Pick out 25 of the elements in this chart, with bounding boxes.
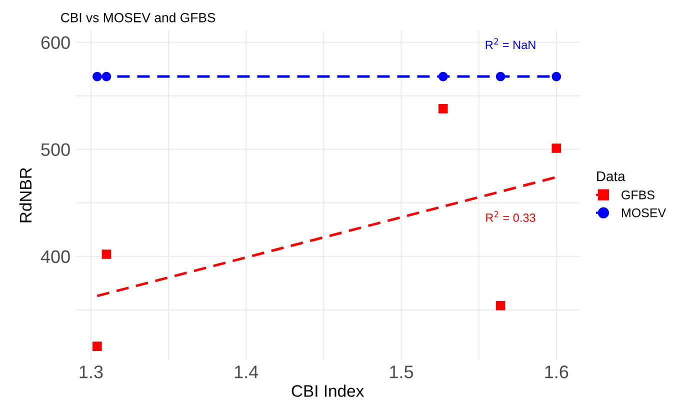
x-axis-title: CBI Index [292, 384, 364, 397]
y-tick-label: 600 [41, 36, 70, 50]
point [92, 342, 102, 351]
point [102, 72, 112, 82]
x-tick-label: 1.3 [80, 366, 103, 378]
chart-title: CBI vs MOSEV and GFBS [61, 12, 216, 22]
annotation: R$^{2}$ = NaN [486, 38, 536, 50]
y-axis-title: RdNBR [19, 168, 32, 222]
y-tick-label: 400 [40, 250, 70, 264]
point [552, 72, 562, 82]
x-tick-label: 1.4 [234, 366, 258, 378]
legend-label: MOSEV [622, 208, 666, 218]
legend-label: GFBS [622, 190, 654, 200]
point [496, 72, 506, 82]
point [438, 104, 448, 114]
x-tick-label: 1.6 [545, 366, 568, 378]
point [438, 72, 448, 82]
annotation: R$^{2}$ = 0.33 [486, 211, 536, 222]
y-tick-label: 500 [41, 143, 70, 156]
legend-title: Data [597, 171, 626, 182]
point [102, 250, 112, 259]
x-tick-label: 1.5 [390, 366, 414, 378]
point [92, 72, 102, 82]
point [552, 144, 562, 153]
point [496, 300, 506, 310]
